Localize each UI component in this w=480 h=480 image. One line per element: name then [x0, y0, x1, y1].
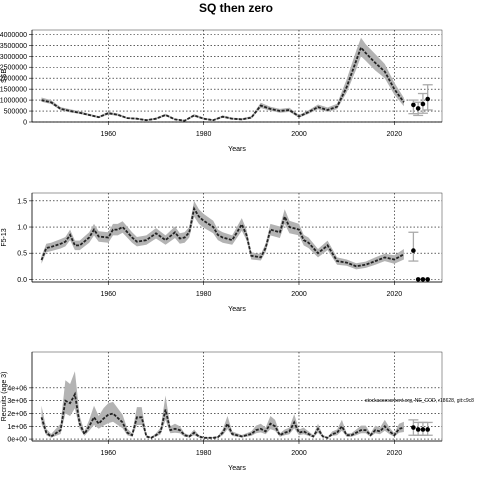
x-tick-label: 2020: [387, 291, 403, 298]
y-tick-label: 1e+06: [7, 424, 27, 431]
x-tick-label: 2000: [291, 131, 307, 138]
y-axis-label: F5-13: [1, 228, 8, 246]
y-tick-label: 1000000: [0, 98, 27, 105]
y-tick-label: 4e+06: [7, 385, 27, 392]
y-tick-label: 3500000: [0, 43, 27, 50]
y-tick-label: 4000000: [0, 32, 27, 39]
y-tick-label: 0e+00: [7, 437, 27, 444]
projection-point: [415, 427, 421, 432]
y-tick-label: 3e+06: [7, 398, 27, 405]
projection-point: [420, 277, 426, 282]
panel-1: 1960 1980 2000 2020 0 500000 1000000 1500000 200…: [0, 29, 443, 153]
confidence-band: [41, 371, 404, 439]
plot-frame: [31, 192, 443, 283]
chart-title: SQ then zero: [199, 1, 273, 15]
y-tick-label: 1.0: [17, 225, 27, 232]
panel-2: 1960 1980 2000 2020 0.0 0.5 1.0 1.5 Years F5-13: [1, 192, 443, 313]
projection-point: [411, 248, 416, 253]
y-tick-label: 2e+06: [7, 411, 27, 418]
projection-point: [411, 102, 416, 108]
chart-annotation: stockassessment.org, NE_COD, r18628, git…: [365, 398, 474, 404]
projection-point: [415, 106, 421, 111]
series-line: [40, 391, 405, 439]
y-tick-label: 500000: [4, 109, 27, 116]
x-tick-label: 1980: [196, 450, 212, 457]
x-tick-label: 1980: [196, 291, 212, 298]
x-tick-label: 2020: [387, 450, 403, 457]
y-tick-label: 1500000: [0, 87, 27, 94]
confidence-band: [41, 37, 404, 122]
y-tick-label: 2500000: [0, 65, 27, 72]
series-line: [41, 45, 405, 122]
y-tick-label: 2000000: [0, 76, 27, 83]
x-tick-label: 1960: [100, 131, 116, 138]
projection-point: [425, 277, 430, 282]
confidence-band: [41, 200, 404, 270]
series-line: [40, 206, 405, 268]
x-axis-label: Years: [228, 146, 246, 153]
plot-frame: [31, 29, 443, 123]
y-axis-label: SSB: [1, 69, 8, 83]
panel-3: 1960 1980 2000 2020 0e+00 1e+06 2e+06 3e+06 4e+0…: [1, 351, 443, 472]
projection-point: [415, 277, 421, 282]
plot-frame: [31, 351, 443, 442]
x-tick-label: 1980: [196, 131, 212, 138]
y-tick-label: 1.5: [17, 198, 27, 205]
x-tick-label: 1960: [100, 450, 116, 457]
projection-point: [425, 427, 430, 432]
y-tick-label: 3000000: [0, 54, 27, 61]
projection-point: [420, 427, 426, 432]
chart-panels: 1960 1980 2000 2020 0 500000 1000000 1500000 200…: [0, 29, 443, 472]
projection-point: [420, 101, 426, 107]
x-axis-label: Years: [228, 465, 246, 472]
y-tick-label: 0.5: [17, 251, 27, 258]
y-tick-label: 0: [23, 120, 27, 127]
x-tick-label: 2020: [387, 131, 403, 138]
y-tick-label: 0.0: [17, 277, 27, 284]
x-tick-label: 2000: [291, 291, 307, 298]
x-tick-label: 2000: [291, 450, 307, 457]
projection-point: [411, 425, 416, 430]
y-axis-label: Recruits (age 3): [1, 372, 8, 422]
x-tick-label: 1960: [100, 291, 116, 298]
projection-point: [425, 96, 430, 102]
x-axis-label: Years: [228, 306, 246, 313]
